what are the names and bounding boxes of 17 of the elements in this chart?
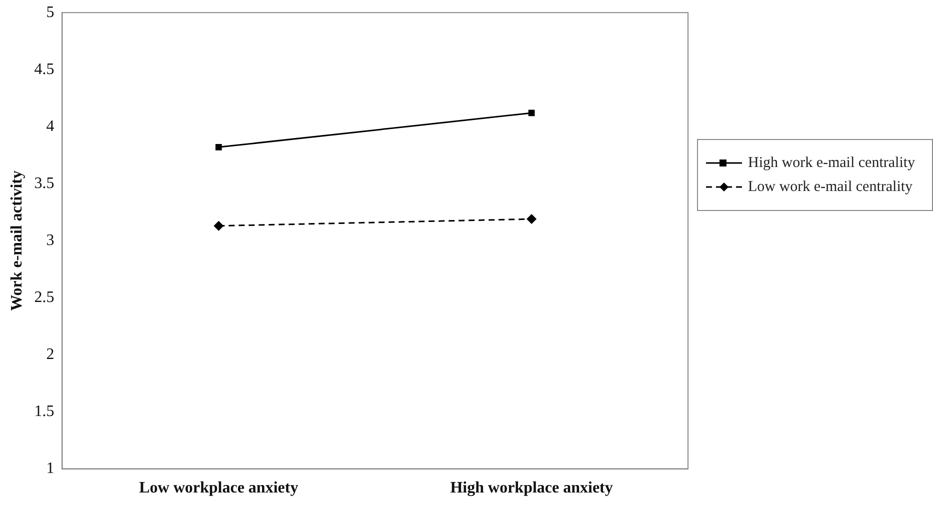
y-tick-label: 5 bbox=[46, 4, 54, 21]
point bbox=[215, 144, 222, 150]
x-tick-label: High workplace anxiety bbox=[450, 480, 613, 497]
y-axis-title: Work e-mail activity bbox=[8, 170, 26, 311]
x-tick-label: Low workplace anxiety bbox=[139, 480, 298, 497]
y-tick-label: 2 bbox=[46, 346, 54, 363]
y-tick-label: 1.5 bbox=[34, 402, 54, 420]
point bbox=[526, 214, 537, 224]
legend-label: Low work e-mail centrality bbox=[748, 178, 913, 196]
legend-label: High work e-mail centrality bbox=[748, 154, 916, 172]
y-tick-label: 2.5 bbox=[34, 288, 54, 306]
y-tick-label: 4 bbox=[46, 118, 54, 135]
point bbox=[214, 220, 224, 231]
y-tick-label: 1 bbox=[46, 460, 54, 478]
y-tick-label: 3 bbox=[46, 232, 54, 249]
y-tick-label: 3.5 bbox=[34, 174, 54, 192]
y-tick-label: 4.5 bbox=[34, 60, 54, 78]
